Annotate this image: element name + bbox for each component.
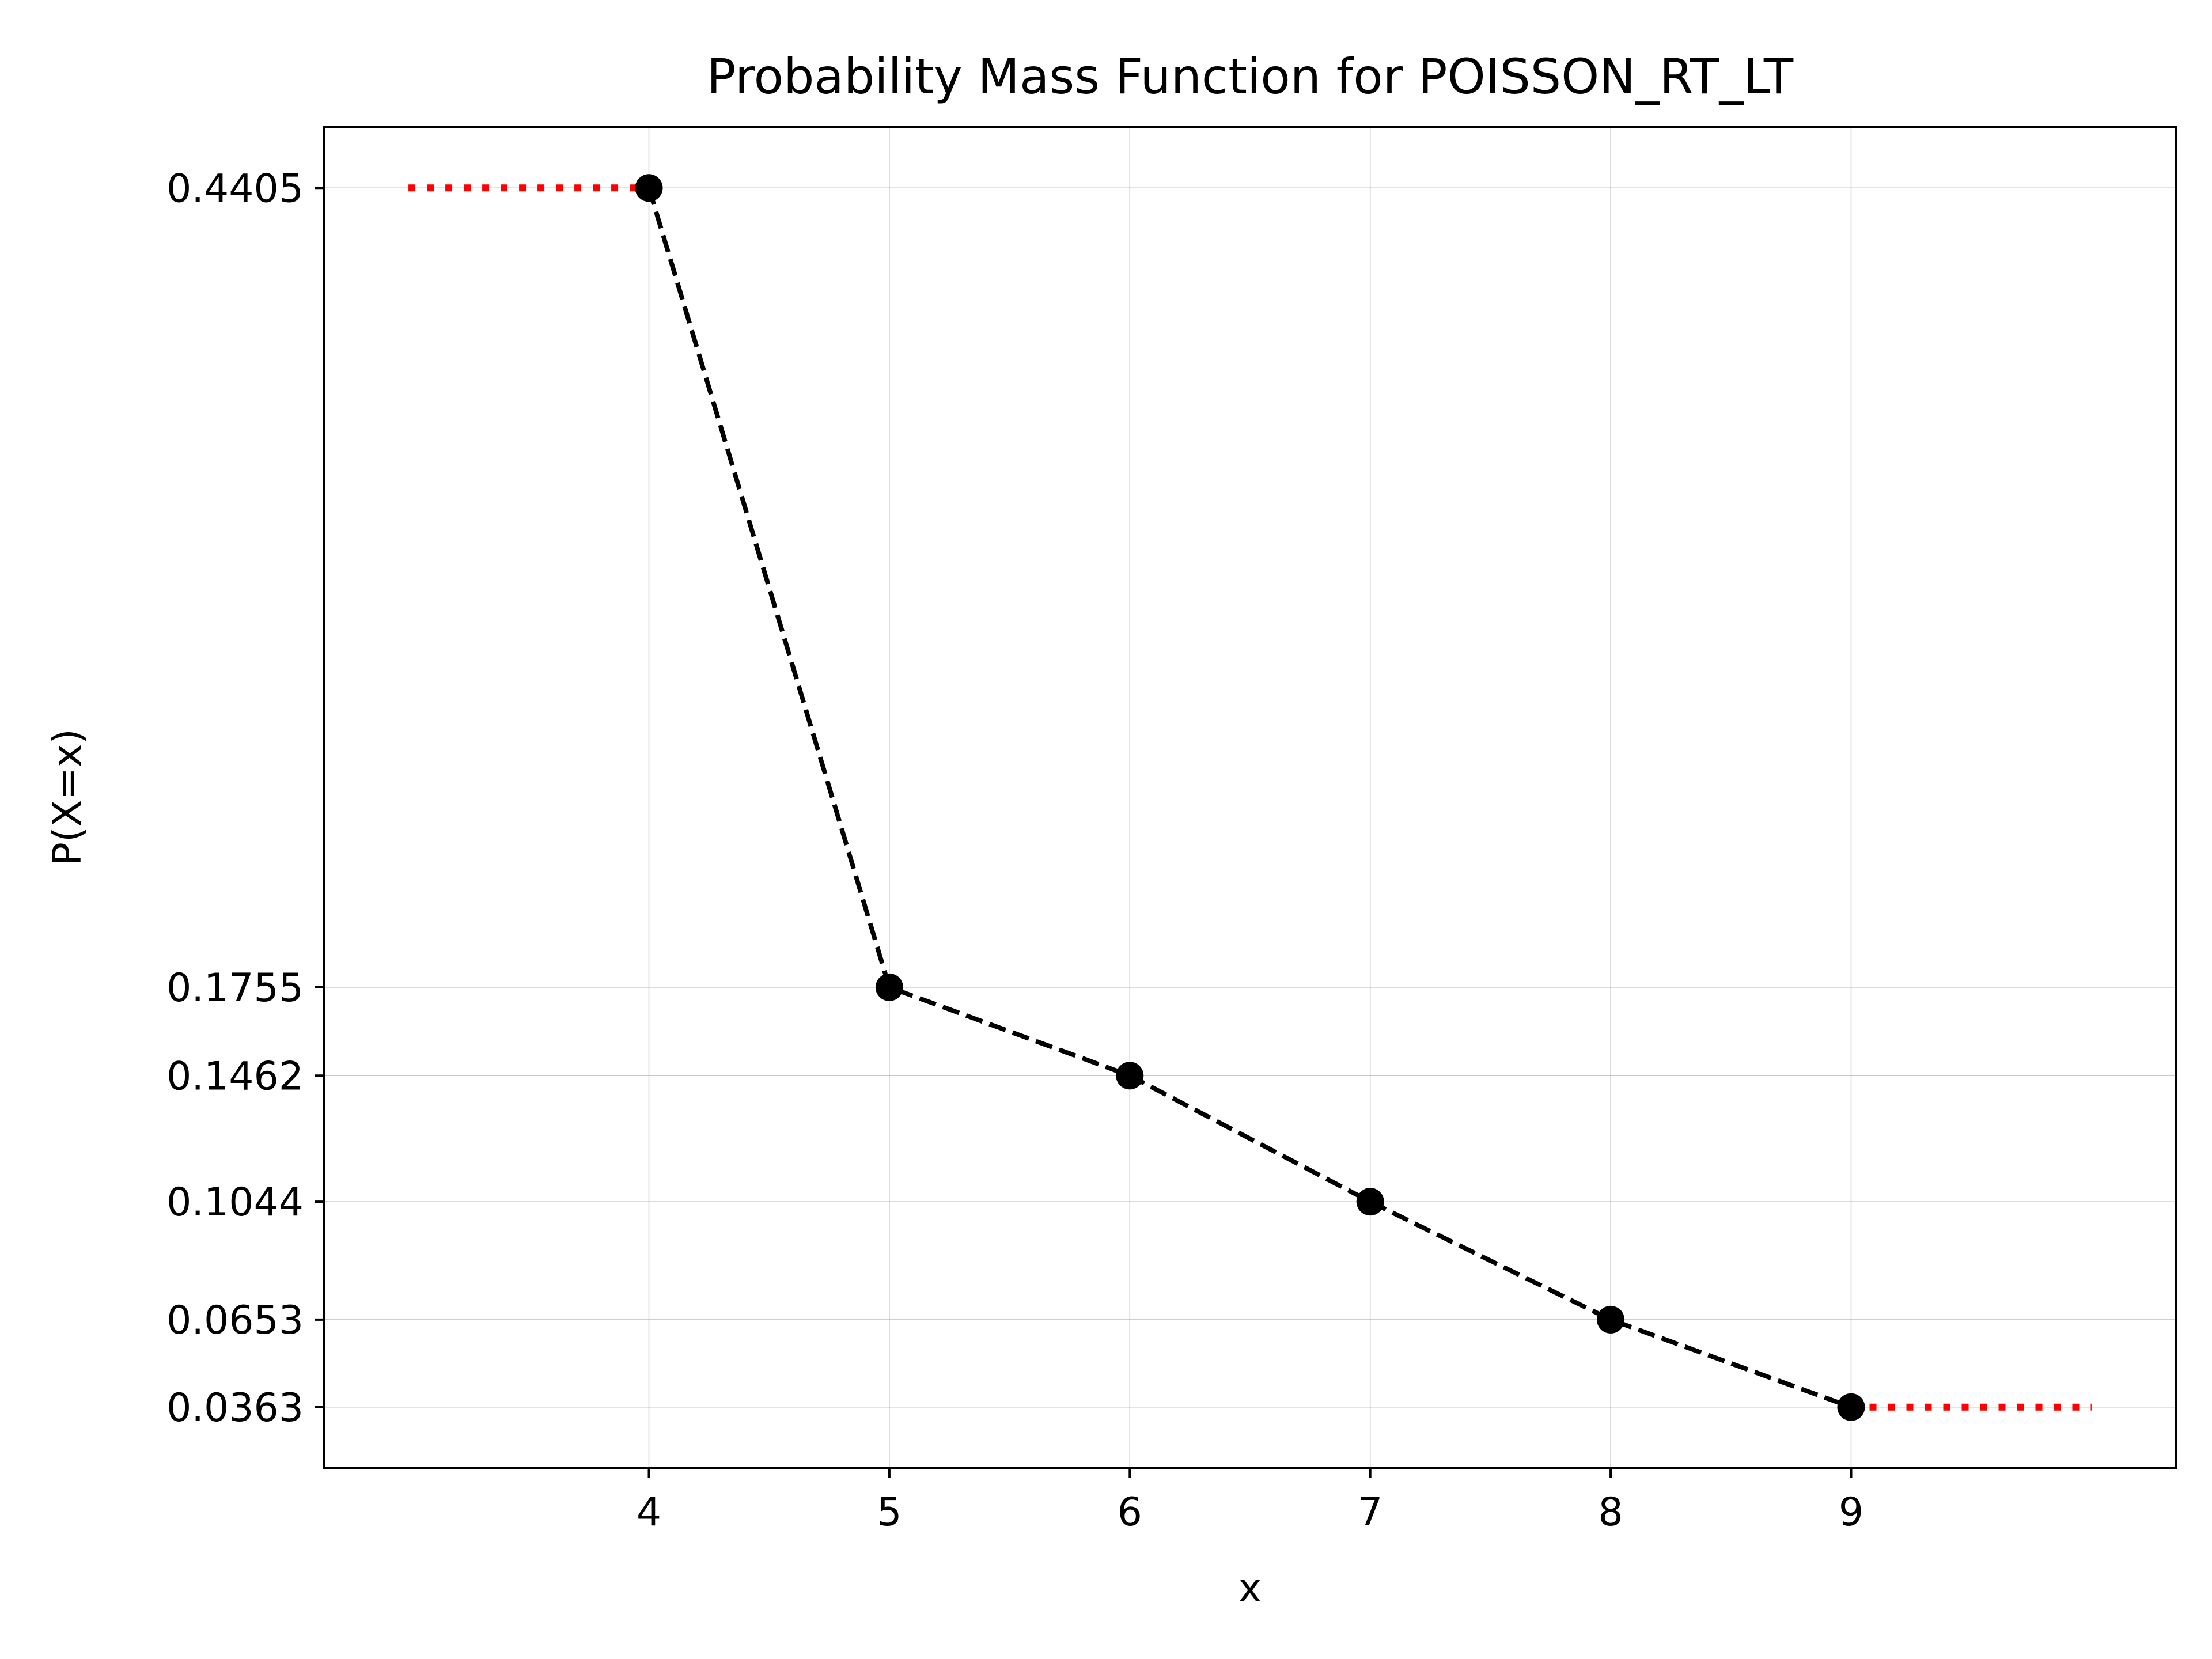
x-tick-label: 5: [877, 1490, 902, 1535]
y-tick-label: 0.0653: [166, 1298, 304, 1343]
x-tick-label: 4: [637, 1490, 661, 1535]
y-axis-label: P(X=x): [45, 729, 90, 866]
x-tick-label: 9: [1839, 1490, 1863, 1535]
x-tick-label: 7: [1358, 1490, 1382, 1535]
data-point: [1597, 1305, 1625, 1334]
x-tick-label: 8: [1598, 1490, 1623, 1535]
data-point: [1837, 1393, 1865, 1421]
y-axis-ticks: 0.4405 0.1755 0.1462 0.1044 0.0653 0.0363: [166, 166, 324, 1431]
chart-title: Probability Mass Function for POISSON_RT…: [707, 48, 1794, 105]
y-tick-label: 0.0363: [166, 1385, 304, 1431]
data-point: [875, 973, 903, 1001]
y-tick-label: 0.4405: [166, 166, 304, 211]
series: [635, 174, 1865, 1421]
data-point: [1356, 1188, 1384, 1216]
data-point: [635, 174, 663, 202]
x-axis-ticks: 4 5 6 7 8 9: [637, 1468, 1863, 1535]
x-axis-label: x: [1238, 1566, 1262, 1611]
y-tick-label: 0.1755: [166, 965, 304, 1011]
plot-area-frame: [323, 126, 2177, 1469]
y-tick-label: 0.1462: [166, 1054, 304, 1099]
data-point: [1116, 1062, 1144, 1090]
y-tick-label: 0.1044: [166, 1180, 304, 1225]
series-line: [646, 187, 1852, 1410]
tail-lines: [408, 184, 2092, 1411]
x-tick-label: 6: [1118, 1490, 1142, 1535]
